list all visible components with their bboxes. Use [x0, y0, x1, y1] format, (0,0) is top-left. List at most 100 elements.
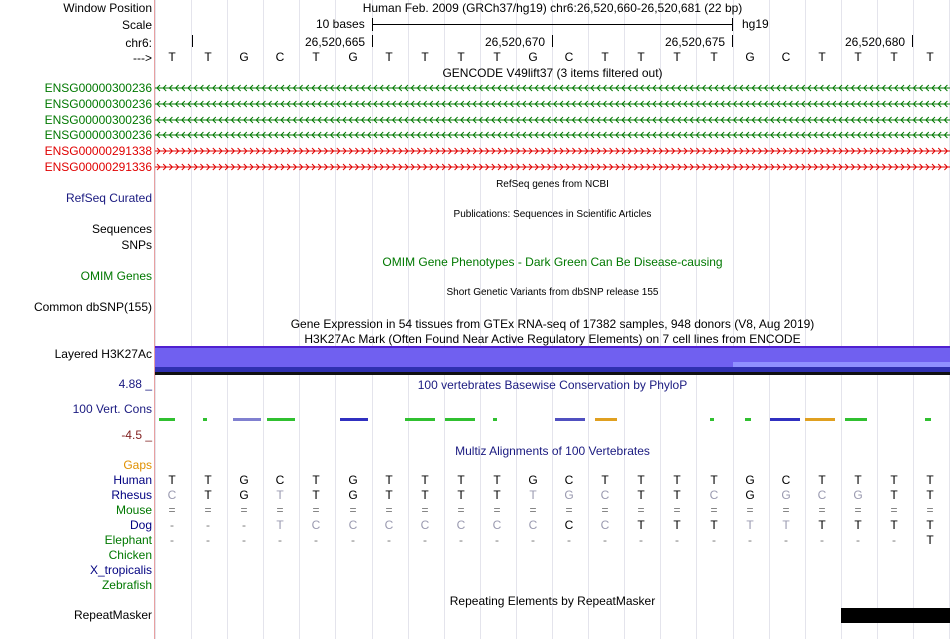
aligned-base: = [601, 503, 609, 517]
reference-base: T [818, 50, 826, 64]
assembly-position-title: Human Feb. 2009 (GRCh37/hg19) chr6:26,52… [362, 1, 743, 15]
aligned-base: T [854, 518, 862, 532]
track-image-area[interactable]: Human Feb. 2009 (GRCh37/hg19) chr6:26,52… [155, 0, 950, 639]
omim-genes-label[interactable]: OMIM Genes [80, 269, 152, 283]
reference-base: T [601, 50, 609, 64]
aligned-base: - [892, 533, 896, 547]
aligned-base: T [385, 473, 393, 487]
species-label[interactable]: Dog [129, 518, 152, 532]
aligned-base: G [781, 488, 791, 502]
gencode-track-title: GENCODE V49lift37 (3 items filtered out) [442, 66, 663, 80]
aligned-base: G [348, 488, 358, 502]
refseq-curated-label[interactable]: RefSeq Curated [65, 191, 152, 205]
aligned-base: = [529, 503, 537, 517]
refseq-track-title: RefSeq genes from NCBI [496, 179, 609, 190]
phylop-mark [445, 418, 475, 421]
aligned-base: T [421, 488, 429, 502]
sequences-label[interactable]: Sequences [91, 222, 152, 236]
base-gridline [552, 0, 553, 639]
phylop-mark [745, 418, 751, 421]
aligned-base: - [639, 533, 643, 547]
aligned-base: C [564, 473, 574, 487]
strand-arrow-label: ---> [133, 51, 152, 65]
aligned-base: T [890, 473, 898, 487]
base-gridline [805, 0, 806, 639]
aligned-base: = [204, 503, 212, 517]
repeat-element-block[interactable] [841, 608, 950, 623]
ruler-tick [372, 35, 373, 47]
aligned-base: - [712, 533, 716, 547]
strand-chevrons [155, 116, 950, 124]
aligned-base: T [493, 488, 501, 502]
layered-h3k27ac-label[interactable]: Layered H3K27Ac [54, 347, 152, 361]
aligned-base: = [746, 503, 754, 517]
reference-base: G [239, 50, 249, 64]
aligned-base: T [457, 473, 465, 487]
species-label[interactable]: Human [113, 473, 152, 487]
aligned-base: T [818, 518, 826, 532]
aligned-base: T [926, 518, 934, 532]
gencode-item-label[interactable]: ENSG00000300236 [44, 97, 152, 111]
phylop-track-label[interactable]: 100 Vert. Cons [72, 402, 152, 416]
base-gridline [444, 0, 445, 639]
aligned-base: - [242, 518, 246, 532]
base-gridline [191, 0, 192, 639]
strand-chevrons [155, 147, 950, 155]
gencode-item-label[interactable]: ENSG00000291336 [44, 160, 152, 174]
phylop-mark [233, 418, 261, 421]
reference-base: T [204, 50, 212, 64]
aligned-base: G [745, 473, 755, 487]
gencode-item-label[interactable]: ENSG00000300236 [44, 128, 152, 142]
ruler-tick [912, 35, 913, 47]
species-label[interactable]: X_tropicalis [89, 563, 152, 577]
species-label[interactable]: Mouse [115, 503, 152, 517]
aligned-base: T [421, 473, 429, 487]
aligned-base: = [421, 503, 429, 517]
aligned-base: G [348, 473, 358, 487]
aligned-base: T [673, 488, 681, 502]
reference-base: T [710, 50, 718, 64]
aligned-base: = [926, 503, 934, 517]
species-label[interactable]: Chicken [108, 548, 152, 562]
aligned-base: - [170, 533, 174, 547]
gaps-label: Gaps [123, 458, 152, 472]
aligned-base: = [782, 503, 790, 517]
aligned-base: = [168, 503, 176, 517]
gencode-feature-line[interactable] [155, 82, 950, 94]
aligned-base: = [349, 503, 357, 517]
gencode-feature-line[interactable] [155, 161, 950, 173]
base-gridline [588, 0, 589, 639]
h3k27ac-signal-base [155, 372, 950, 375]
species-label[interactable]: Zebrafish [101, 578, 152, 592]
chrom-label: chr6: [125, 36, 152, 50]
aligned-base: - [387, 533, 391, 547]
aligned-base: T [637, 488, 645, 502]
gencode-item-label[interactable]: ENSG00000291338 [44, 144, 152, 158]
aligned-base: - [278, 533, 282, 547]
aligned-base: T [276, 488, 284, 502]
base-gridline [480, 0, 481, 639]
gencode-feature-line[interactable] [155, 98, 950, 110]
aligned-base: T [746, 518, 754, 532]
aligned-base: T [529, 488, 537, 502]
repeatmasker-label[interactable]: RepeatMasker [73, 608, 152, 622]
species-label[interactable]: Rhesus [111, 488, 152, 502]
snps-label[interactable]: SNPs [121, 238, 152, 252]
phylop-mark [710, 418, 714, 421]
aligned-base: G [528, 473, 538, 487]
gencode-feature-line[interactable] [155, 129, 950, 141]
base-gridline [227, 0, 228, 639]
gencode-item-label[interactable]: ENSG00000300236 [44, 81, 152, 95]
aligned-base: = [565, 503, 573, 517]
phylop-mark [159, 418, 175, 421]
base-gridline [516, 0, 517, 639]
species-label[interactable]: Elephant [104, 533, 152, 547]
gencode-item-label[interactable]: ENSG00000300236 [44, 113, 152, 127]
ruler-tick [732, 35, 733, 47]
gencode-feature-line[interactable] [155, 114, 950, 126]
aligned-base: - [459, 533, 463, 547]
reference-base: T [637, 50, 645, 64]
gencode-feature-line[interactable] [155, 145, 950, 157]
common-dbsnp-label[interactable]: Common dbSNP(155) [33, 300, 152, 314]
aligned-base: - [170, 518, 174, 532]
